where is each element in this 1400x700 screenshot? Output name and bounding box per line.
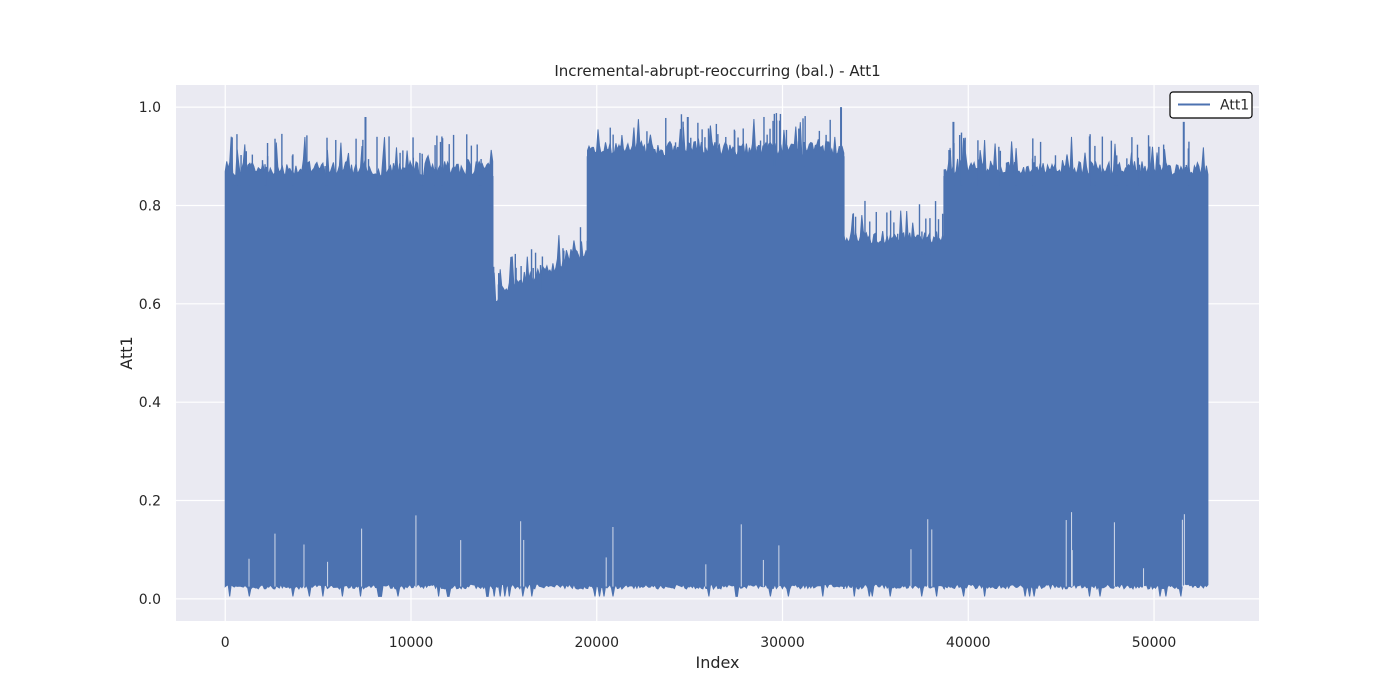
x-tick-label: 40000 — [946, 635, 991, 651]
x-tick-label: 30000 — [760, 635, 805, 651]
x-axis-label: Index — [695, 653, 739, 672]
y-tick-label: 0.4 — [139, 395, 161, 411]
plot-area — [176, 85, 1259, 621]
x-tick-label: 0 — [221, 635, 230, 651]
x-tick-label: 50000 — [1132, 635, 1177, 651]
legend: Att1 — [1169, 91, 1253, 119]
y-tick-label: 0.8 — [139, 198, 161, 214]
series-att1-segment — [587, 118, 845, 597]
y-axis-ticks: 0.0 0.2 0.4 0.6 0.8 1.0 — [139, 100, 161, 608]
series-att1-segment — [843, 210, 945, 597]
y-axis-label: Att1 — [117, 336, 136, 369]
chart-title: Incremental-abrupt-reoccurring (bal.) - … — [554, 62, 880, 80]
series-att1-segment — [224, 136, 494, 597]
x-tick-label: 20000 — [574, 635, 619, 651]
series-layer — [224, 107, 1209, 597]
y-tick-label: 0.2 — [139, 494, 161, 510]
y-tick-label: 0.0 — [139, 592, 161, 608]
legend-box — [1169, 91, 1253, 119]
y-tick-label: 1.0 — [139, 100, 161, 116]
x-axis-ticks: 0 10000 20000 30000 40000 50000 — [221, 635, 1177, 651]
legend-label-att1: Att1 — [1220, 98, 1249, 114]
x-tick-label: 10000 — [389, 635, 434, 651]
y-tick-label: 0.6 — [139, 297, 161, 313]
series-att1-segment — [943, 136, 1209, 597]
